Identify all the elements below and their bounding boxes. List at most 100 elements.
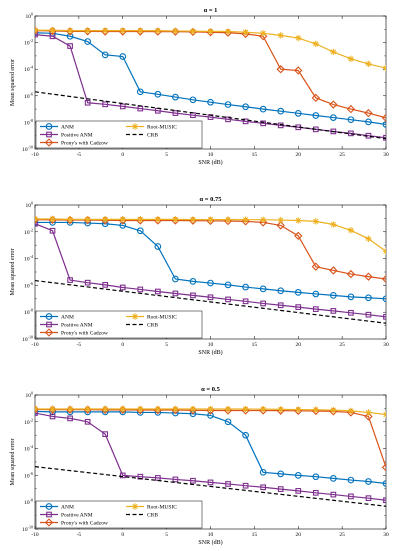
series-anm-point [101,51,109,59]
x-tick-label: 0 [121,152,124,158]
legend-anm-label: ANM [61,125,74,131]
series-anm-point [224,281,232,289]
series-root-music-point [295,406,302,413]
series-crb-line [35,91,386,140]
series-root-music-point [137,27,144,34]
series-anm-point [294,289,302,296]
y-tick-label: 100 [26,201,34,210]
y-tick-label: 10-10 [22,145,33,154]
series-positive-anm-point [383,497,386,504]
y-tick-label: 10-2 [24,38,33,47]
legend-anm-label: ANM [61,505,74,511]
legend-prony-s-with-cadzow-marker [44,518,54,527]
legend-crb-label: CRB [147,323,158,329]
series-root-music-point [224,405,232,413]
series-root-music-point [154,27,162,34]
series-root-music-point [154,405,162,413]
series-prony-s-with-cadzow-point [35,405,40,414]
series-root-music-point [365,235,372,243]
legend-positive-anm-marker [46,131,52,138]
series-root-music-point [242,405,249,413]
x-tick-label: 15 [252,342,258,348]
series-anm-point [224,101,232,108]
series-root-music-point [242,216,249,223]
x-tick-label: 20 [296,532,302,538]
x-tick-label: 10 [208,342,214,348]
series-prony-s-with-cadzow-point [35,26,40,35]
legend-positive-anm-label: Positive ANM [61,513,93,519]
series-prony-s-with-cadzow-point [276,65,285,74]
series-root-music-point [84,27,91,34]
legend-box [35,500,203,529]
y-axis-label: Mean squared error [10,439,16,486]
x-tick-label: -5 [77,152,82,158]
series-positive-anm-point [365,495,372,502]
series-root-music-point [66,27,74,34]
series-anm-point [365,294,372,302]
series-root-music-point [277,32,284,39]
series-anm-point [189,96,197,104]
x-tick-label: 0 [121,342,124,348]
series-root-music-point [189,27,197,35]
series-positive-anm-point [348,309,354,316]
series-root-music-point [172,27,179,35]
series-root-music-point [347,55,355,63]
series-prony-s-with-cadzow-point [294,66,303,75]
x-tick-label: 20 [296,152,302,158]
series-positive-anm-point [155,288,161,295]
series-prony-s-with-cadzow-point [276,221,285,230]
series-positive-anm-point [207,479,214,486]
x-tick-label: 15 [252,532,258,538]
series-prony-s-with-cadzow-point [294,231,303,241]
legend: ANM Root-MUSIC Positive ANM CRB Prony's with… [35,120,203,149]
series-positive-anm-point [225,481,231,487]
legend-anm-marker [45,123,53,130]
series-root-music-point [84,405,91,413]
series-positive-anm-point [242,118,249,125]
series-positive-anm-point [119,472,126,479]
y-tick-label: 10-10 [22,335,33,344]
x-tick-label: -10 [31,152,39,158]
series-root-music-point [35,27,39,34]
series-anm-point [84,38,91,45]
series-positive-anm-point [67,277,73,283]
series-prony-s-with-cadzow-point [364,108,373,118]
legend-crb-label: CRB [147,133,158,139]
series-root-music-point [312,218,319,225]
y-tick-label: 10-6 [24,471,33,480]
series-positive-anm-point [172,476,179,483]
legend: ANM Root-MUSIC Positive ANM CRB Prony's with… [35,500,203,529]
series-anm-point [136,88,144,96]
legend-crb-label: CRB [147,513,158,519]
legend-prony-s-with-cadzow-label: Prony's with Cadzow [61,331,108,337]
series-root-music-point [277,406,284,413]
series-anm-line [35,410,386,485]
x-tick-label: 0 [121,532,124,538]
series-positive-anm-point [260,484,267,491]
series-root-music-point [347,227,355,234]
series-prony-s-with-cadzow-point [311,93,320,103]
series-root-music-point [102,216,109,223]
series-positive-anm-point [330,491,337,498]
series-anm-point [224,418,232,426]
series-root-music-point [277,216,284,224]
series-anm-point [242,283,249,291]
series-root-music-point [49,27,56,34]
series-root-music-point [224,216,232,223]
series-positive-anm-point [49,227,56,234]
legend-root-music-marker [131,313,139,320]
x-tick-label: 25 [339,152,345,158]
series-root-music-point [172,216,179,223]
series-positive-anm-point [190,477,196,484]
series-root-music-point [49,405,56,413]
series-positive-anm-point [67,43,73,49]
y-axis-label: Mean squared error [10,249,16,296]
series-positive-anm-point [84,279,91,286]
series-anm-point [154,90,162,98]
legend-prony-s-with-cadzow-marker [44,138,54,147]
series-positive-anm-point [312,306,319,312]
x-tick-label: 5 [165,532,168,538]
legend-root-music-label: Root-MUSIC [147,315,177,321]
series-root-music-point [382,248,386,255]
